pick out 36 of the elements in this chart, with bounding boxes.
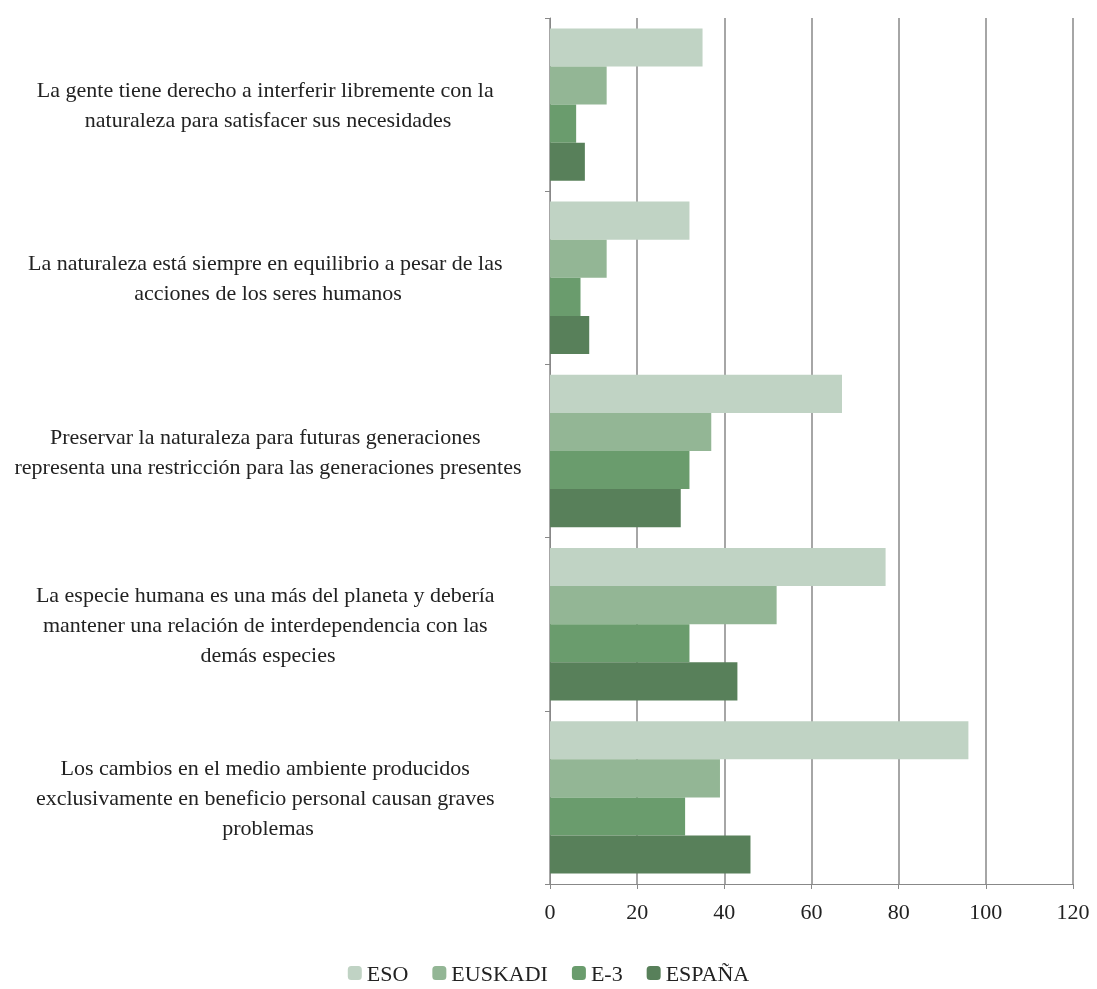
bar xyxy=(550,374,843,413)
bar xyxy=(550,835,751,874)
bar xyxy=(550,239,607,278)
legend-label: ESPAÑA xyxy=(665,960,750,986)
bar xyxy=(550,489,681,528)
bar xyxy=(550,66,607,105)
x-tick-label: 100 xyxy=(969,898,1003,924)
y-tick-label: Preservar la naturaleza para futuras generaciones representa una restricción para las generaciones presentes xyxy=(14,423,522,479)
bar xyxy=(550,315,590,355)
bar xyxy=(550,277,581,316)
x-tick-label: 20 xyxy=(626,898,649,924)
bar xyxy=(550,412,712,451)
bar xyxy=(550,547,886,587)
y-tick-label: La gente tiene derecho a interferir libremente con la naturaleza para satisfacer sus necesidades xyxy=(36,77,500,133)
x-tick-label: 40 xyxy=(713,898,736,924)
legend-label: ESO xyxy=(366,960,409,986)
bar xyxy=(550,624,690,663)
y-tick-label: La especie humana es una más del planeta y debería mantener una relación de interdependencia con las demás especies xyxy=(35,581,501,667)
bar xyxy=(550,586,777,625)
legend-label: E-3 xyxy=(590,960,623,986)
bar xyxy=(550,104,577,143)
bar xyxy=(550,28,703,67)
bar xyxy=(550,142,585,181)
y-tick-label: La naturaleza está siempre en equilibrio a pesar de las acciones de los seres humanos xyxy=(27,250,509,306)
x-tick-label: 120 xyxy=(1056,898,1090,924)
bar xyxy=(550,451,690,490)
bar xyxy=(550,201,690,240)
x-tick-label: 80 xyxy=(887,898,910,924)
bar xyxy=(550,759,720,798)
bar xyxy=(550,797,686,836)
y-tick-label: Los cambios en el medio ambiente producidos exclusivamente en beneficio personal causan graves problemas xyxy=(35,754,501,840)
bar xyxy=(550,662,738,701)
legend-label: EUSKADI xyxy=(451,960,548,986)
bar xyxy=(550,721,969,760)
x-tick-label: 60 xyxy=(800,898,823,924)
x-tick-label: 0 xyxy=(544,898,556,924)
